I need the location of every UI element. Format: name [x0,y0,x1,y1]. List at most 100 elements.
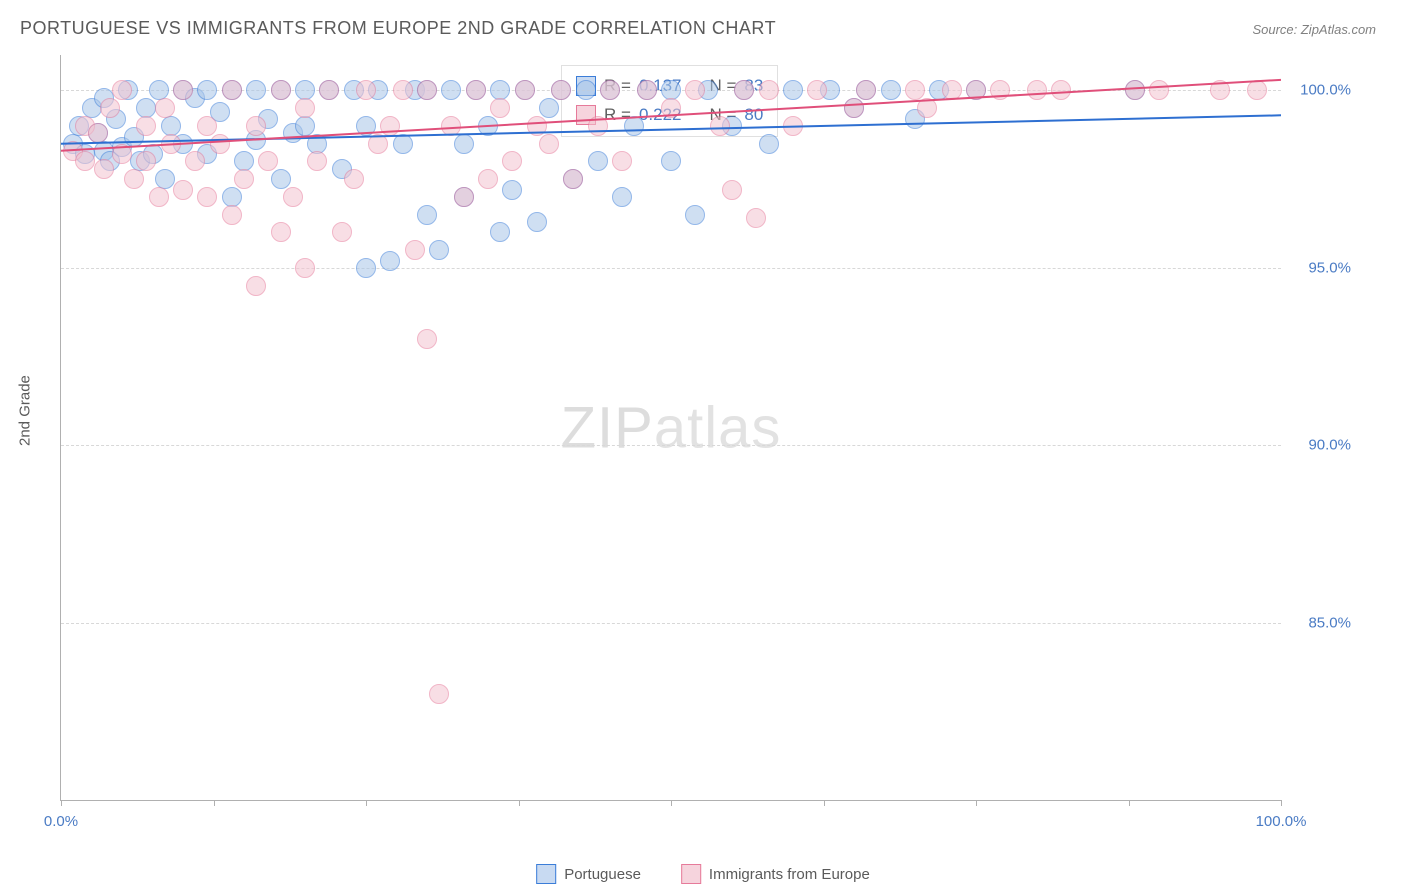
data-point [588,151,608,171]
data-point [759,80,779,100]
x-tick-mark [671,800,672,806]
legend-swatch [536,864,556,884]
data-point [466,80,486,100]
x-tick-label: 100.0% [1256,813,1307,830]
data-point [222,80,242,100]
data-point [576,80,596,100]
x-tick-mark [824,800,825,806]
data-point [332,222,352,242]
data-point [319,80,339,100]
legend-item: Immigrants from Europe [681,864,870,884]
gridline-horizontal [61,268,1281,269]
data-point [356,116,376,136]
data-point [368,134,388,154]
y-axis-label: 2nd Grade [17,375,34,446]
legend-label: Portuguese [564,866,641,883]
data-point [490,98,510,118]
data-point [344,169,364,189]
x-tick-label: 0.0% [44,813,78,830]
data-point [88,123,108,143]
data-point [1247,80,1267,100]
data-point [258,151,278,171]
data-point [661,151,681,171]
data-point [527,212,547,232]
data-point [155,98,175,118]
data-point [173,80,193,100]
data-point [246,80,266,100]
data-point [490,222,510,242]
data-point [454,134,474,154]
legend: Portuguese Immigrants from Europe [536,864,870,884]
data-point [295,258,315,278]
data-point [197,80,217,100]
data-point [807,80,827,100]
data-point [429,240,449,260]
data-point [1051,80,1071,100]
data-point [271,169,291,189]
data-point [539,98,559,118]
data-point [417,80,437,100]
legend-swatch [681,864,701,884]
data-point [246,116,266,136]
y-tick-label: 100.0% [1300,82,1351,99]
data-point [990,80,1010,100]
data-point [295,98,315,118]
data-point [161,134,181,154]
data-point [356,258,376,278]
data-point [710,116,730,136]
y-tick-label: 85.0% [1308,614,1351,631]
x-tick-mark [1281,800,1282,806]
data-point [783,116,803,136]
data-point [734,80,754,100]
data-point [1125,80,1145,100]
source-label: Source: ZipAtlas.com [1252,22,1376,37]
data-point [393,134,413,154]
data-point [356,80,376,100]
data-point [881,80,901,100]
data-point [783,80,803,100]
data-point [905,80,925,100]
data-point [966,80,986,100]
data-point [661,98,681,118]
data-point [539,134,559,154]
data-point [478,169,498,189]
data-point [75,151,95,171]
data-point [234,169,254,189]
x-tick-mark [366,800,367,806]
data-point [612,151,632,171]
data-point [393,80,413,100]
data-point [1210,80,1230,100]
chart-plot-area: ZIPatlas R =0.137N =83R =0.222N =80 85.0… [60,55,1281,801]
data-point [685,80,705,100]
x-tick-mark [976,800,977,806]
data-point [685,205,705,225]
y-tick-label: 90.0% [1308,437,1351,454]
n-value: 80 [744,101,763,130]
data-point [612,187,632,207]
data-point [380,116,400,136]
data-point [94,159,114,179]
data-point [624,116,644,136]
data-point [478,116,498,136]
data-point [502,151,522,171]
data-point [246,276,266,296]
data-point [283,187,303,207]
data-point [856,80,876,100]
data-point [515,80,535,100]
data-point [441,80,461,100]
data-point [551,80,571,100]
data-point [563,169,583,189]
data-point [112,144,132,164]
data-point [429,684,449,704]
data-point [136,116,156,136]
data-point [1027,80,1047,100]
x-tick-mark [61,800,62,806]
y-tick-label: 95.0% [1308,259,1351,276]
data-point [417,205,437,225]
data-point [124,169,144,189]
data-point [759,134,779,154]
data-point [173,180,193,200]
x-tick-mark [519,800,520,806]
data-point [746,208,766,228]
data-point [197,187,217,207]
